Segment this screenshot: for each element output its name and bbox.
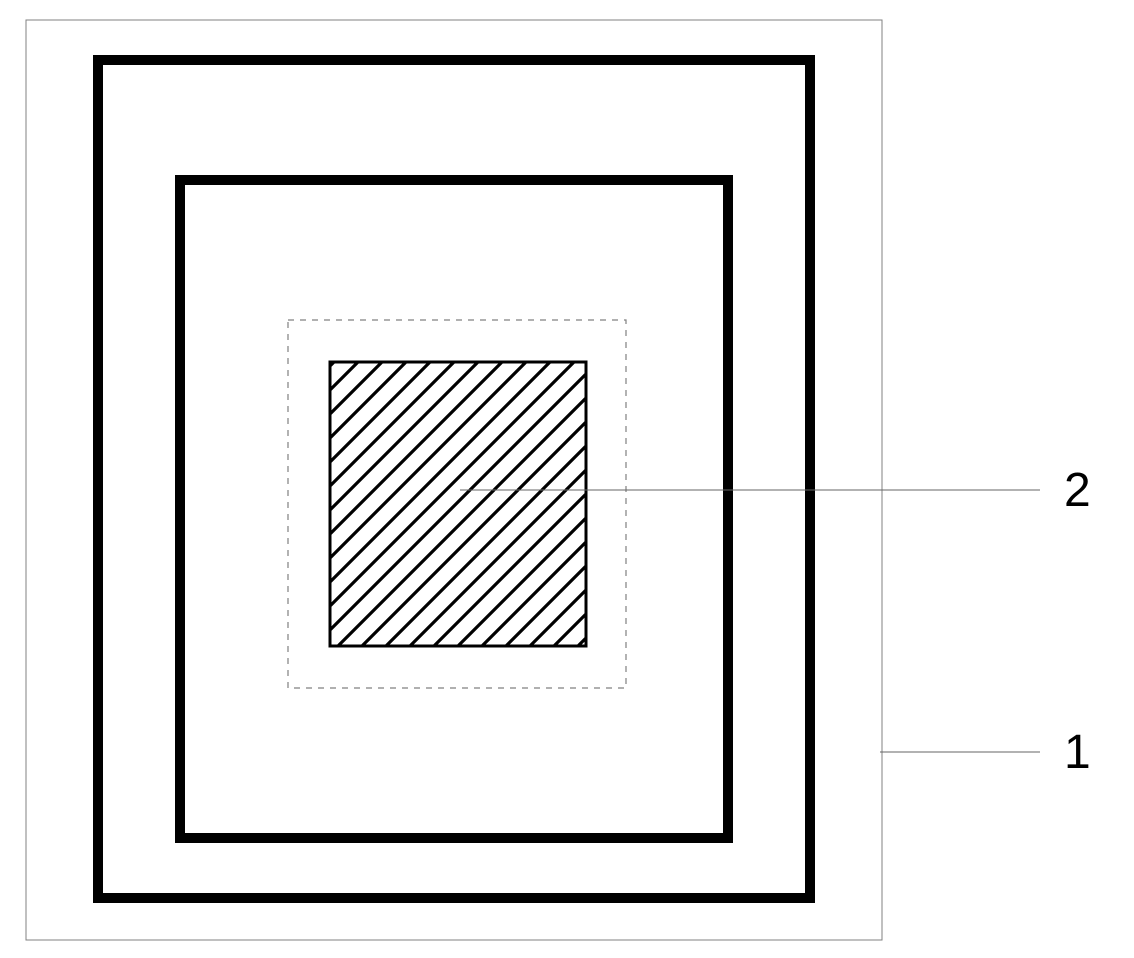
diagram-canvas: 21 bbox=[0, 0, 1134, 958]
hatched-rect bbox=[330, 362, 586, 646]
callout-1-label: 1 bbox=[1064, 726, 1091, 779]
callout-2-label: 2 bbox=[1064, 464, 1091, 517]
